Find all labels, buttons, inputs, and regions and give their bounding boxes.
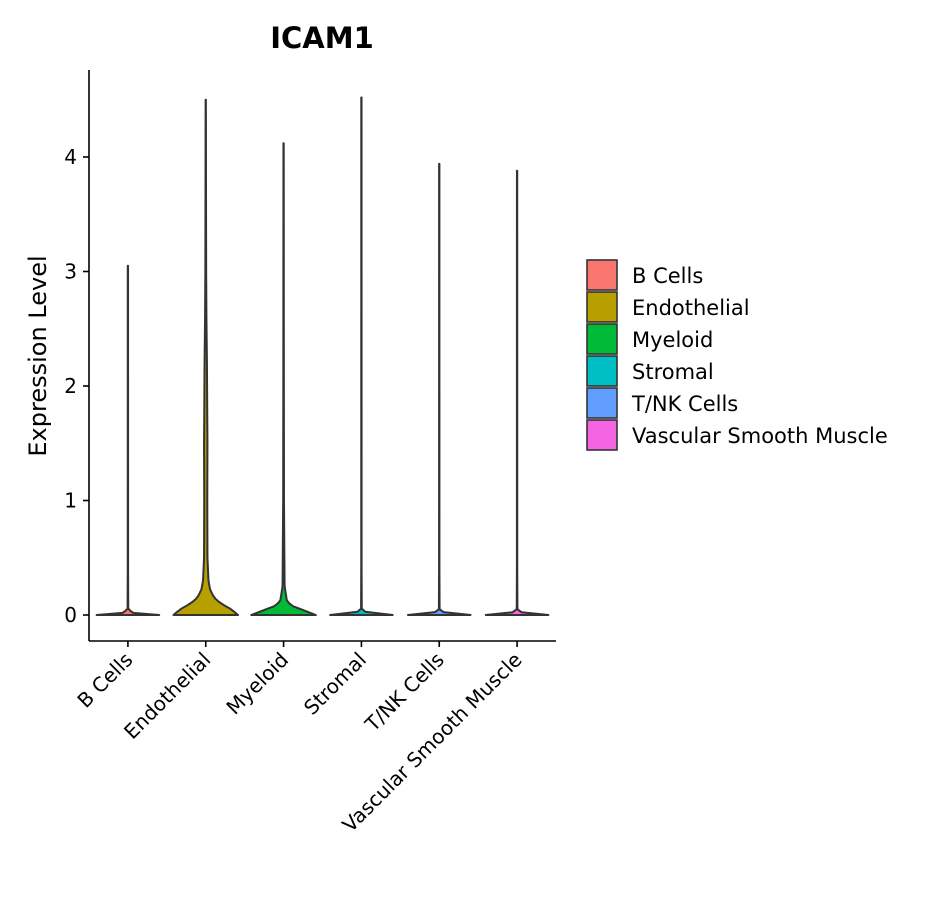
violin-b-cells xyxy=(95,264,161,616)
chart-title: ICAM1 xyxy=(270,21,374,55)
y-axis-label: Expression Level xyxy=(24,255,52,456)
legend-key xyxy=(586,387,618,419)
y-axis-ticks: 0 1 2 3 4 xyxy=(64,145,89,627)
legend-key xyxy=(586,355,618,387)
legend-key xyxy=(586,323,618,355)
y-tick-label: 3 xyxy=(64,260,77,284)
y-tick-label: 0 xyxy=(64,603,77,627)
y-tick-label: 4 xyxy=(64,145,77,169)
x-tick-label: Stromal xyxy=(299,648,371,720)
legend-label: Stromal xyxy=(632,360,714,384)
legend-label: Endothelial xyxy=(632,296,750,320)
plot-area xyxy=(95,96,550,616)
legend: B Cells Endothelial Myeloid Stromal T/NK Cel… xyxy=(586,259,888,451)
violin-t-nk-cells xyxy=(406,162,472,616)
x-tick-label: B Cells xyxy=(72,648,137,713)
legend-label: T/NK Cells xyxy=(631,392,738,416)
violin-endothelial xyxy=(172,98,240,616)
y-tick-label: 1 xyxy=(64,489,77,513)
legend-label: B Cells xyxy=(632,264,703,288)
legend-key xyxy=(586,291,618,323)
violin-stromal xyxy=(329,96,394,616)
violin-vascular-smooth-muscle xyxy=(484,169,550,616)
legend-label: Myeloid xyxy=(632,328,713,352)
violin-myeloid xyxy=(250,142,317,616)
y-tick-label: 2 xyxy=(64,374,77,398)
legend-label: Vascular Smooth Muscle xyxy=(632,424,888,448)
x-tick-label: Myeloid xyxy=(221,648,293,720)
legend-key xyxy=(586,259,618,291)
legend-key xyxy=(586,419,618,451)
